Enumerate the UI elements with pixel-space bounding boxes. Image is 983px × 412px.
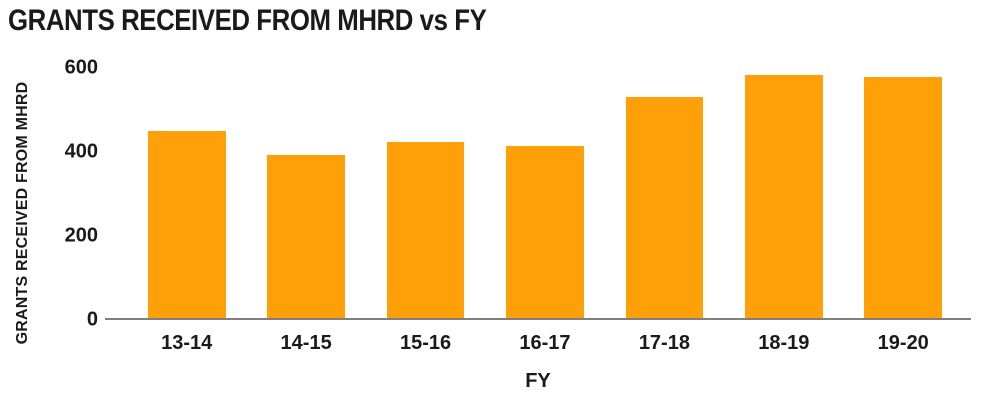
- y-tick-label: 0: [86, 308, 98, 331]
- plot-area: [105, 68, 971, 320]
- bar-slot: [366, 68, 485, 318]
- chart-title: GRANTS RECEIVED FROM MHRD vs FY: [8, 4, 487, 37]
- bar-slot: [127, 68, 246, 318]
- x-axis-title: FY: [525, 370, 551, 392]
- x-tick-label: 15-16: [399, 332, 452, 354]
- x-tick-label: 17-18: [638, 332, 690, 354]
- bar-17-18: [625, 97, 704, 318]
- x-tick-label: 19-20: [877, 332, 929, 354]
- bars: [105, 68, 971, 318]
- bar-15-16: [386, 142, 465, 318]
- bar-slot: [246, 68, 365, 318]
- y-tick-label: 600: [64, 56, 98, 79]
- x-tick-label: 18-19: [758, 332, 810, 354]
- bar-16-17: [506, 146, 584, 318]
- x-tick-label: 13-14: [161, 332, 213, 354]
- bar-slot: [724, 68, 843, 318]
- bar-slot: [844, 68, 963, 318]
- bar-13-14: [147, 130, 226, 318]
- bar-slot: [485, 68, 604, 318]
- y-tick-label: 400: [64, 140, 98, 163]
- y-axis-tick-labels: 0 200 400 600: [0, 57, 98, 331]
- bar-14-15: [267, 154, 345, 318]
- bar-slot: [605, 68, 724, 318]
- y-tick-label: 200: [64, 224, 98, 247]
- x-axis-tick-labels: 13-14 14-15 15-16 16-17 17-18 18-19 19-20: [105, 332, 971, 355]
- bar-18-19: [745, 74, 823, 318]
- x-tick-label: 14-15: [280, 332, 332, 354]
- x-tick-label: 16-17: [519, 332, 571, 354]
- bar-19-20: [864, 76, 943, 318]
